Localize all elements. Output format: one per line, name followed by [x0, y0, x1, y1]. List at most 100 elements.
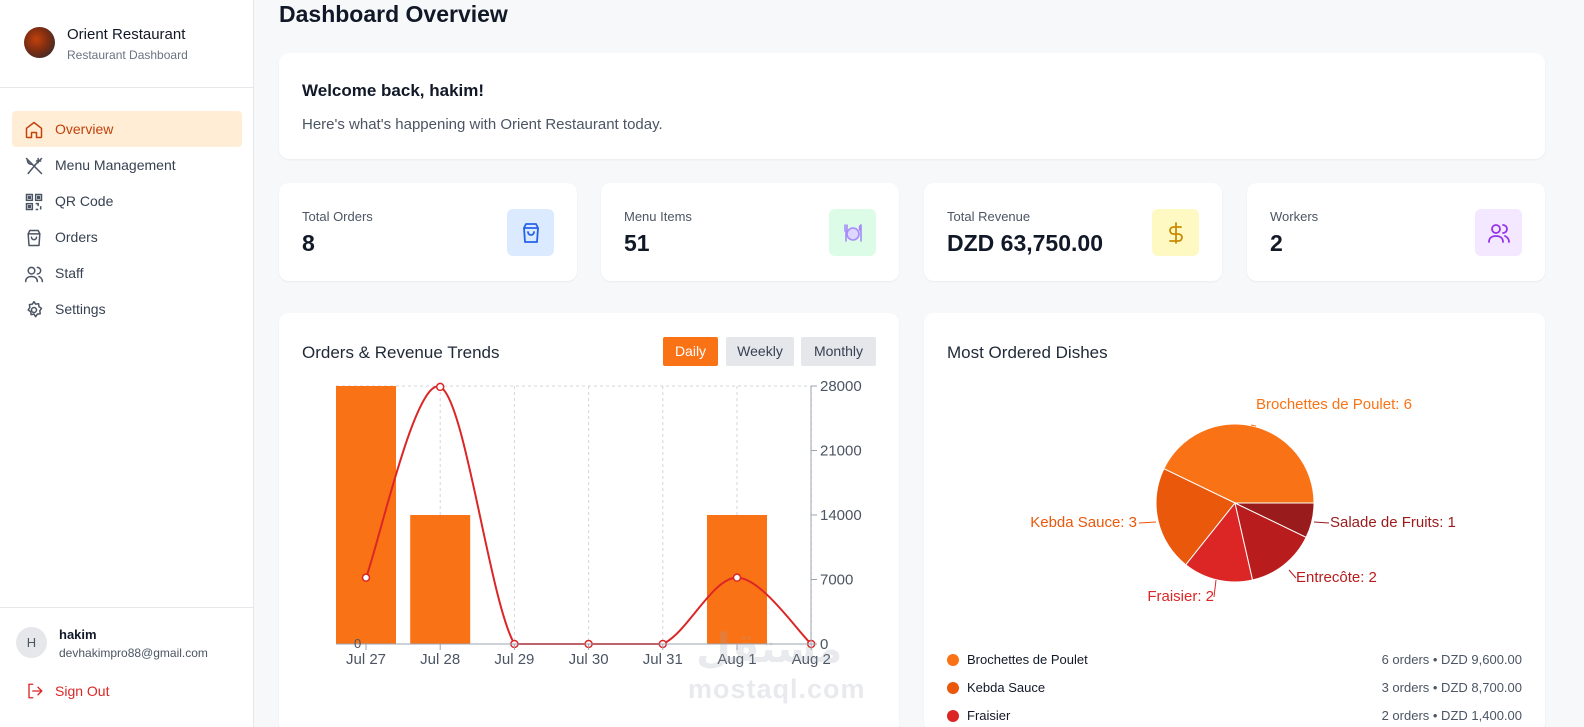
revenue-point [435, 382, 445, 392]
dishes-card: Most Ordered Dishes Brochettes de Poulet… [924, 313, 1545, 727]
utensils-icon [24, 156, 44, 176]
x-tick-label: Aug 2 [792, 651, 831, 668]
sidebar-item-qr-code[interactable]: QR Code [12, 183, 242, 219]
stat-card-workers: Workers 2 [1247, 183, 1545, 281]
y-tick-label: 21000 [820, 443, 862, 460]
pie-label: Salade de Fruits: 1 [1330, 514, 1456, 531]
pie-slice [1234, 502, 1315, 538]
pie-label-line [1138, 521, 1157, 524]
revenue-point [361, 573, 371, 582]
dishes-legend: Brochettes de Poulet 6 orders • DZD 9,60… [947, 647, 1522, 727]
pie-label: Brochettes de Poulet: 6 [1256, 396, 1412, 413]
brand-subtitle: Restaurant Dashboard [67, 48, 188, 62]
y-tick-label: 28000 [820, 378, 862, 395]
qr-code-icon [24, 192, 44, 212]
dishes-pie-chart: Brochettes de Poulet: 6 Kebda Sauce: 3 Fra… [1030, 396, 1456, 605]
legend-item: Fraisier 2 orders • DZD 1,400.00 [947, 703, 1522, 727]
users-icon [24, 264, 44, 284]
stat-card-total-orders: Total Orders 8 [279, 183, 577, 281]
trends-card: Orders & Revenue Trends Daily Weekly Mon… [279, 313, 899, 727]
x-tick-label: Jul 27 [346, 651, 386, 668]
legend-dot [947, 682, 959, 694]
x-tick-label: Jul 28 [420, 651, 460, 668]
legend-item: Brochettes de Poulet 6 orders • DZD 9,60… [947, 647, 1522, 675]
user-panel: H hakim devhakimpro88@gmail.com Sign Out [0, 607, 253, 727]
user-name: hakim [59, 627, 97, 642]
pie-label-line [1250, 424, 1257, 427]
trends-title: Orders & Revenue Trends [302, 343, 500, 362]
pie-label: Kebda Sauce: 3 [1030, 514, 1137, 531]
tab-monthly[interactable]: Monthly [801, 337, 876, 366]
y-tick-label: 0 [820, 636, 828, 653]
x-tick-label: Jul 30 [569, 651, 609, 668]
stat-card-menu-items: Menu Items 51 [601, 183, 899, 281]
pie-label-line [1213, 579, 1217, 598]
sidebar: Orient Restaurant Restaurant Dashboard O… [0, 0, 254, 727]
sidebar-item-label: Orders [55, 229, 98, 245]
shopping-bag-icon [507, 209, 554, 256]
stat-card-total-revenue: Total Revenue DZD 63,750.00 [924, 183, 1222, 281]
tab-weekly[interactable]: Weekly [726, 337, 794, 366]
pie-slice [1155, 468, 1236, 566]
legend-detail: 6 orders • DZD 9,600.00 [1381, 652, 1522, 667]
sidebar-item-settings[interactable]: Settings [12, 291, 242, 327]
stat-label: Workers [1270, 209, 1319, 224]
restaurant-logo [24, 27, 55, 58]
user-email: devhakimpro88@gmail.com [59, 646, 208, 660]
tab-daily[interactable]: Daily [663, 337, 718, 366]
legend-dot [947, 654, 959, 666]
sidebar-item-label: Settings [55, 301, 106, 317]
welcome-subtitle: Here's what's happening with Orient Rest… [302, 116, 663, 133]
stat-value: 2 [1270, 230, 1283, 256]
sidebar-item-overview[interactable]: Overview [12, 111, 242, 147]
sidebar-item-orders[interactable]: Orders [12, 219, 242, 255]
stat-label: Menu Items [624, 209, 692, 224]
sidebar-item-label: Staff [55, 265, 84, 281]
legend-detail: 3 orders • DZD 8,700.00 [1381, 680, 1522, 695]
welcome-title: Welcome back, hakim! [302, 81, 485, 100]
sign-out-label: Sign Out [55, 683, 110, 699]
legend-name: Brochettes de Poulet [967, 652, 1088, 667]
sidebar-item-menu-management[interactable]: Menu Management [12, 147, 242, 183]
stat-value: 8 [302, 230, 315, 256]
shopping-bag-icon [24, 228, 44, 248]
sidebar-item-label: Menu Management [55, 157, 176, 173]
chart-bar [336, 386, 396, 644]
users-icon [1475, 209, 1522, 256]
welcome-card: Welcome back, hakim! Here's what's happe… [279, 53, 1545, 159]
sidebar-nav: Overview Menu Management QR Code Orders … [12, 111, 242, 327]
stat-label: Total Orders [302, 209, 373, 224]
pie-slice [1185, 501, 1254, 583]
stat-label: Total Revenue [947, 209, 1031, 224]
y-tick-label: 7000 [820, 572, 853, 589]
sidebar-item-label: QR Code [55, 193, 114, 209]
legend-item: Kebda Sauce 3 orders • DZD 8,700.00 [947, 675, 1522, 703]
home-icon [24, 120, 44, 140]
stat-value: 51 [624, 230, 650, 256]
y-tick-label: 14000 [820, 507, 862, 524]
legend-detail: 2 orders • DZD 1,400.00 [1381, 708, 1522, 723]
avatar: H [16, 627, 47, 658]
y-left-tick-label: 0 [354, 636, 361, 651]
sidebar-item-staff[interactable]: Staff [12, 255, 242, 291]
plate-icon [829, 209, 876, 256]
sidebar-item-label: Overview [55, 121, 114, 137]
revenue-point [732, 573, 742, 582]
dishes-title: Most Ordered Dishes [947, 343, 1108, 362]
legend-name: Fraisier [967, 708, 1011, 723]
sign-out-icon [28, 683, 43, 699]
x-tick-label: Aug 1 [717, 651, 756, 668]
x-tick-label: Jul 29 [494, 651, 534, 668]
chart-bar [410, 515, 471, 644]
brand-header: Orient Restaurant Restaurant Dashboard [0, 0, 253, 88]
pie-label-line [1288, 569, 1297, 579]
pie-label: Fraisier: 2 [1147, 588, 1214, 605]
legend-dot [947, 710, 959, 722]
brand-name: Orient Restaurant [67, 26, 186, 43]
stat-value: DZD 63,750.00 [947, 230, 1103, 256]
x-tick-label: Jul 31 [643, 651, 683, 668]
page-title: Dashboard Overview [279, 1, 508, 27]
pie-slice [1163, 423, 1315, 504]
pie-slice [1234, 502, 1307, 581]
pie-label-line [1313, 521, 1330, 524]
